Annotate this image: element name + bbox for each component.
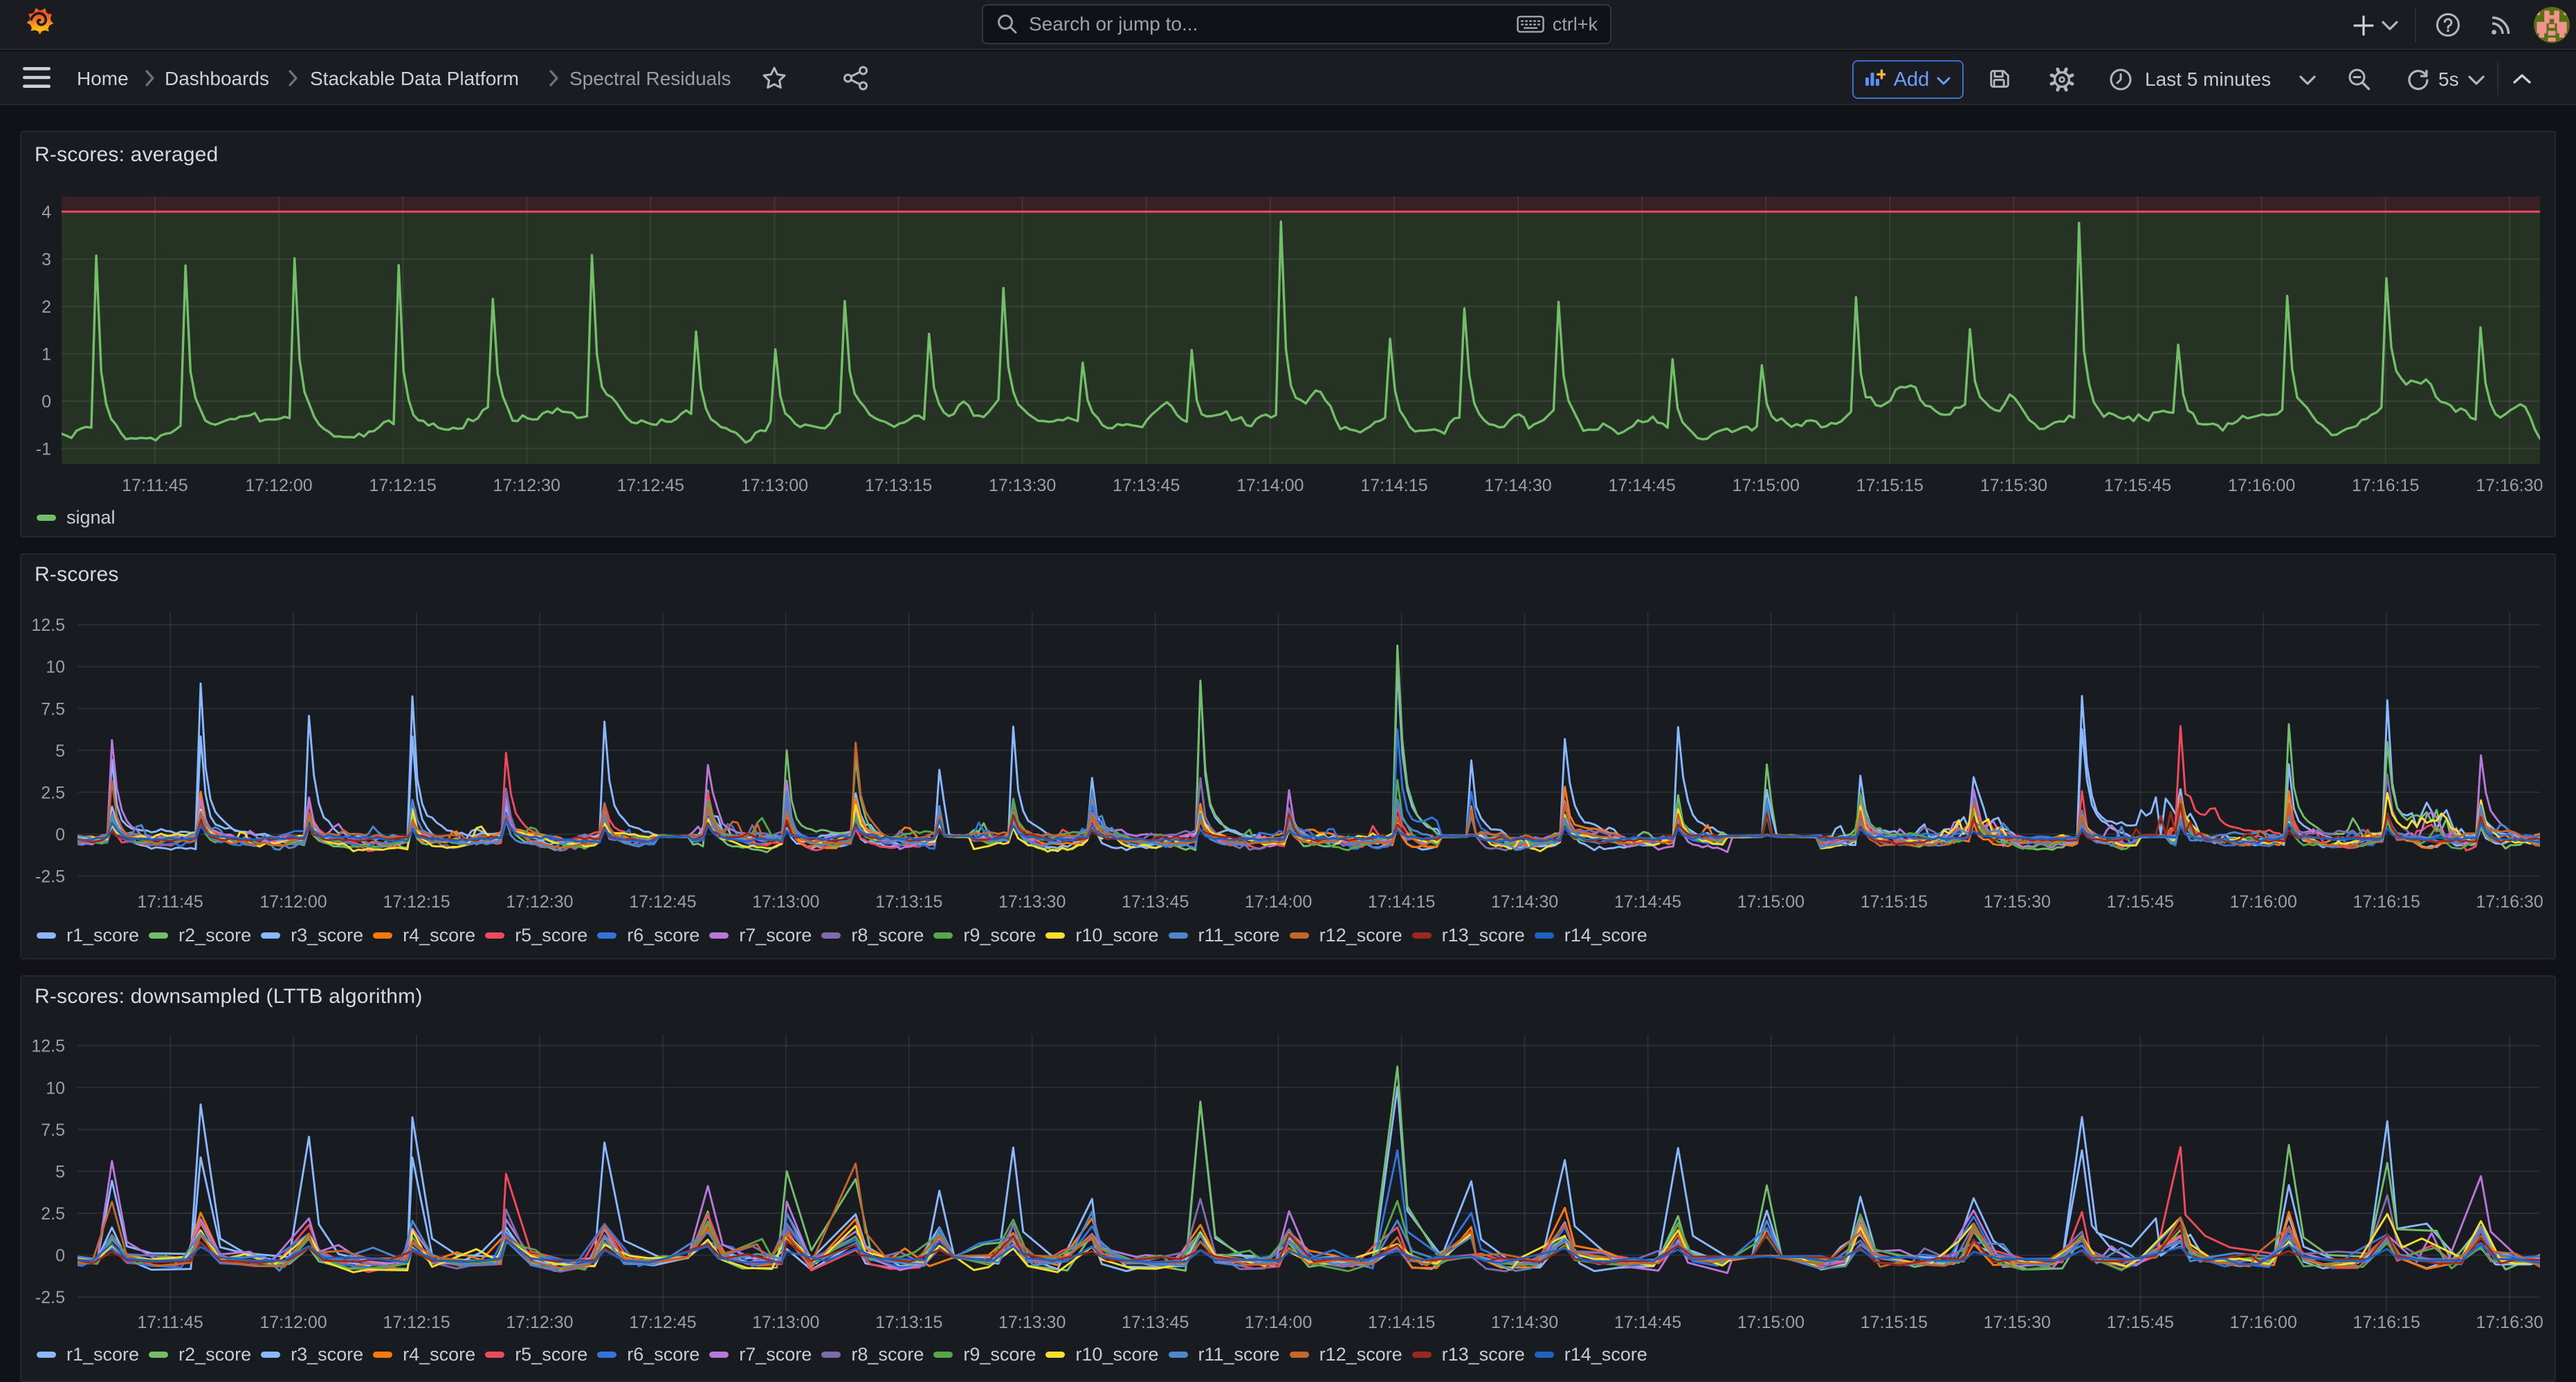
svg-text:10: 10 — [46, 1078, 65, 1098]
svg-text:17:15:15: 17:15:15 — [1856, 476, 1924, 495]
svg-text:3: 3 — [42, 250, 51, 270]
svg-text:5: 5 — [55, 741, 65, 761]
svg-text:17:12:30: 17:12:30 — [506, 892, 573, 912]
svg-text:17:12:00: 17:12:00 — [259, 892, 327, 912]
svg-text:17:14:15: 17:14:15 — [1360, 476, 1427, 495]
svg-text:17:11:45: 17:11:45 — [137, 1313, 203, 1332]
svg-text:1: 1 — [42, 345, 51, 365]
svg-text:2.5: 2.5 — [41, 1204, 65, 1224]
svg-text:17:13:45: 17:13:45 — [1122, 1313, 1189, 1332]
svg-text:17:16:15: 17:16:15 — [2353, 892, 2420, 912]
svg-text:17:14:30: 17:14:30 — [1491, 1313, 1558, 1332]
svg-text:0: 0 — [55, 1246, 65, 1266]
svg-text:17:14:00: 17:14:00 — [1245, 892, 1312, 912]
svg-text:17:12:00: 17:12:00 — [245, 476, 312, 495]
svg-text:17:14:00: 17:14:00 — [1245, 1313, 1312, 1332]
svg-text:17:15:30: 17:15:30 — [1980, 476, 2047, 495]
svg-text:17:12:45: 17:12:45 — [617, 476, 684, 495]
svg-text:17:16:30: 17:16:30 — [2476, 1313, 2543, 1332]
svg-text:-1: -1 — [36, 440, 51, 459]
svg-text:17:12:45: 17:12:45 — [629, 1313, 696, 1332]
svg-text:17:13:00: 17:13:00 — [752, 1313, 819, 1332]
svg-text:17:16:00: 17:16:00 — [2230, 892, 2297, 912]
svg-text:17:12:15: 17:12:15 — [383, 1313, 450, 1332]
svg-text:17:11:45: 17:11:45 — [122, 476, 188, 495]
svg-text:17:15:45: 17:15:45 — [2107, 1313, 2174, 1332]
svg-text:17:13:15: 17:13:15 — [875, 892, 942, 912]
svg-text:17:13:30: 17:13:30 — [998, 1313, 1066, 1332]
svg-text:17:11:45: 17:11:45 — [137, 892, 203, 912]
svg-text:17:15:15: 17:15:15 — [1861, 892, 1928, 912]
svg-text:17:14:15: 17:14:15 — [1368, 1313, 1435, 1332]
svg-text:17:14:30: 17:14:30 — [1484, 476, 1551, 495]
svg-text:17:14:15: 17:14:15 — [1368, 892, 1435, 912]
svg-text:17:15:30: 17:15:30 — [1984, 892, 2051, 912]
svg-text:17:15:00: 17:15:00 — [1737, 892, 1805, 912]
svg-text:-2.5: -2.5 — [35, 867, 65, 887]
svg-text:17:15:30: 17:15:30 — [1984, 1313, 2051, 1332]
svg-text:17:16:30: 17:16:30 — [2476, 476, 2543, 495]
svg-text:17:14:45: 17:14:45 — [1614, 892, 1681, 912]
svg-text:17:14:00: 17:14:00 — [1236, 476, 1304, 495]
svg-text:17:14:45: 17:14:45 — [1608, 476, 1675, 495]
svg-text:12.5: 12.5 — [31, 616, 65, 635]
svg-text:17:13:30: 17:13:30 — [989, 476, 1056, 495]
svg-text:17:16:15: 17:16:15 — [2353, 1313, 2420, 1332]
svg-text:2.5: 2.5 — [41, 783, 65, 802]
svg-text:17:15:00: 17:15:00 — [1737, 1313, 1805, 1332]
svg-text:17:15:45: 17:15:45 — [2107, 892, 2174, 912]
svg-text:17:16:30: 17:16:30 — [2476, 892, 2543, 912]
svg-text:17:13:45: 17:13:45 — [1113, 476, 1180, 495]
svg-text:17:16:00: 17:16:00 — [2230, 1313, 2297, 1332]
svg-text:17:16:00: 17:16:00 — [2228, 476, 2295, 495]
svg-text:17:12:00: 17:12:00 — [259, 1313, 327, 1332]
svg-text:10: 10 — [46, 658, 65, 677]
svg-text:17:12:45: 17:12:45 — [629, 892, 696, 912]
svg-text:17:12:15: 17:12:15 — [383, 892, 450, 912]
svg-text:2: 2 — [42, 297, 51, 317]
svg-text:17:12:30: 17:12:30 — [506, 1313, 573, 1332]
svg-text:17:15:45: 17:15:45 — [2104, 476, 2171, 495]
svg-text:5: 5 — [55, 1162, 65, 1181]
svg-text:17:15:15: 17:15:15 — [1861, 1313, 1928, 1332]
svg-text:17:13:00: 17:13:00 — [752, 892, 819, 912]
svg-text:-2.5: -2.5 — [35, 1288, 65, 1307]
svg-text:7.5: 7.5 — [41, 699, 65, 719]
svg-text:17:13:45: 17:13:45 — [1122, 892, 1189, 912]
svg-text:17:16:15: 17:16:15 — [2352, 476, 2419, 495]
svg-text:17:13:15: 17:13:15 — [865, 476, 932, 495]
svg-text:17:12:15: 17:12:15 — [369, 476, 436, 495]
svg-text:4: 4 — [42, 203, 51, 222]
svg-text:17:13:30: 17:13:30 — [998, 892, 1066, 912]
svg-text:17:13:15: 17:13:15 — [875, 1313, 942, 1332]
svg-text:0: 0 — [55, 825, 65, 845]
svg-text:7.5: 7.5 — [41, 1121, 65, 1140]
svg-text:0: 0 — [42, 392, 51, 412]
svg-text:17:12:30: 17:12:30 — [493, 476, 560, 495]
svg-text:17:14:30: 17:14:30 — [1491, 892, 1558, 912]
svg-text:17:15:00: 17:15:00 — [1733, 476, 1800, 495]
svg-text:17:14:45: 17:14:45 — [1614, 1313, 1681, 1332]
svg-text:17:13:00: 17:13:00 — [741, 476, 808, 495]
svg-text:12.5: 12.5 — [31, 1037, 65, 1056]
